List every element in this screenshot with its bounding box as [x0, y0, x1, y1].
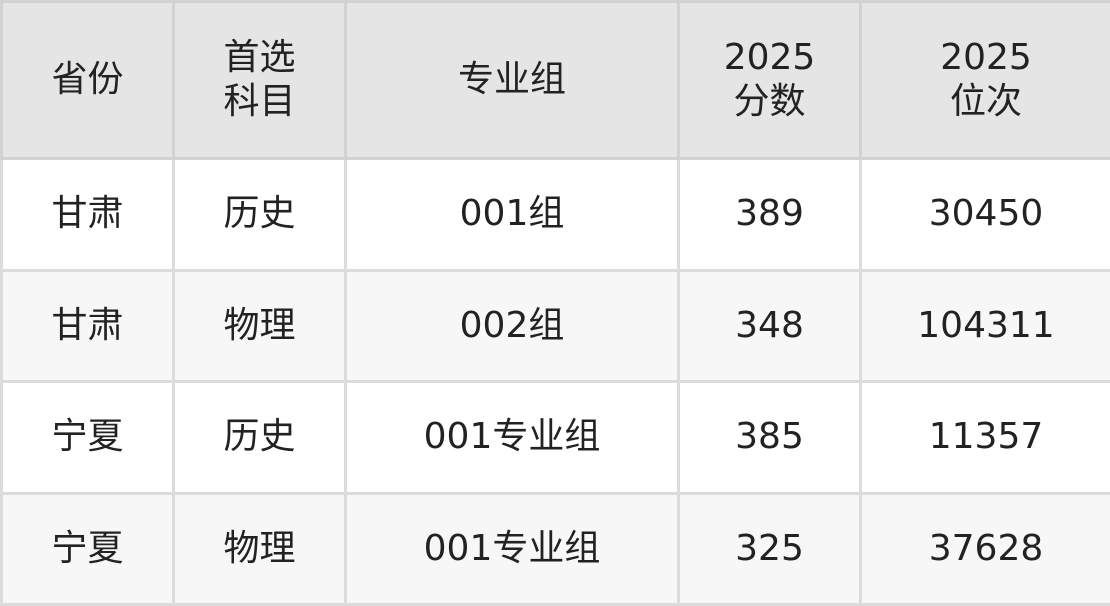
table-row: 甘肃 物理 002组 348 104311 — [0, 268, 1110, 383]
cell-rank: 37628 — [859, 491, 1110, 606]
header-text: 2025 — [940, 37, 1032, 78]
cell-group: 002组 — [344, 268, 680, 383]
cell-subject: 物理 — [172, 268, 347, 383]
header-score: 2025 分数 — [677, 0, 862, 160]
header-text: 分数 — [733, 81, 806, 122]
header-subject: 首选 科目 — [172, 0, 347, 160]
cell-province: 甘肃 — [0, 157, 175, 272]
cell-group: 001专业组 — [344, 491, 680, 606]
header-text: 首选 — [223, 37, 296, 78]
header-text: 2025 — [723, 37, 816, 78]
cell-score: 385 — [677, 380, 862, 495]
cell-rank: 104311 — [859, 268, 1110, 383]
header-text: 专业组 — [457, 59, 566, 100]
cell-province: 甘肃 — [0, 268, 175, 383]
cell-group: 001专业组 — [344, 380, 680, 495]
header-rank: 2025 位次 — [859, 0, 1110, 160]
table-row: 宁夏 历史 001专业组 385 11357 — [0, 380, 1110, 495]
table-row: 宁夏 物理 001专业组 325 37628 — [0, 491, 1110, 606]
header-text: 科目 — [223, 81, 296, 122]
cell-rank: 30450 — [859, 157, 1110, 272]
table-row: 甘肃 历史 001组 389 30450 — [0, 157, 1110, 272]
header-text: 位次 — [949, 81, 1022, 122]
cell-subject: 历史 — [172, 380, 347, 495]
cell-score: 348 — [677, 268, 862, 383]
cell-province: 宁夏 — [0, 380, 175, 495]
cell-rank: 11357 — [859, 380, 1110, 495]
cell-score: 389 — [677, 157, 862, 272]
header-row: 省份 首选 科目 专业组 2025 分数 2025 位次 — [0, 0, 1110, 160]
cell-group: 001组 — [344, 157, 680, 272]
header-group: 专业组 — [344, 0, 680, 160]
cell-score: 325 — [677, 491, 862, 606]
cell-subject: 物理 — [172, 491, 347, 606]
header-text: 省份 — [51, 59, 124, 100]
header-province: 省份 — [0, 0, 175, 160]
cell-province: 宁夏 — [0, 491, 175, 606]
cell-subject: 历史 — [172, 157, 347, 272]
